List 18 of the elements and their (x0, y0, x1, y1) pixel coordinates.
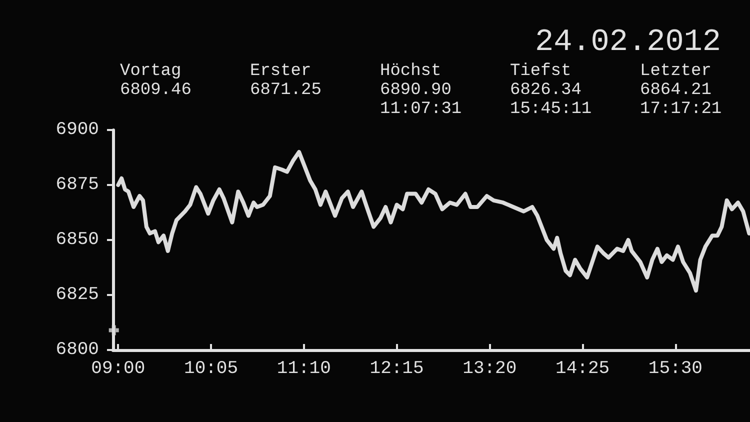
y-tick-label: 6850 (56, 230, 99, 250)
y-tick-label: 6825 (56, 285, 99, 305)
text: Höchst 6890.90 11:07:31 (380, 62, 462, 119)
text: Erster 6871.25 (250, 62, 322, 100)
y-tick-label: 6875 (56, 175, 99, 195)
x-tick-label: 13:20 (462, 359, 517, 379)
x-tick-label: 15:30 (648, 359, 702, 379)
x-tick-label: 11:10 (276, 359, 331, 379)
text: Letzter 6864.21 17:17:21 (640, 62, 722, 119)
x-tick-label: 10:05 (184, 359, 238, 379)
text: Vortag 6809.46 (120, 62, 192, 100)
chart-title: 24.02.2012 (534, 25, 721, 60)
x-tick-label: 09:00 (91, 359, 146, 379)
text: Tiefst 6826.34 15:45:11 (510, 62, 592, 119)
y-tick-label: 6800 (56, 340, 99, 360)
y-tick-label: 6900 (56, 120, 99, 140)
x-tick-label: 14:25 (556, 359, 610, 379)
x-tick-label: 12:15 (370, 359, 424, 379)
